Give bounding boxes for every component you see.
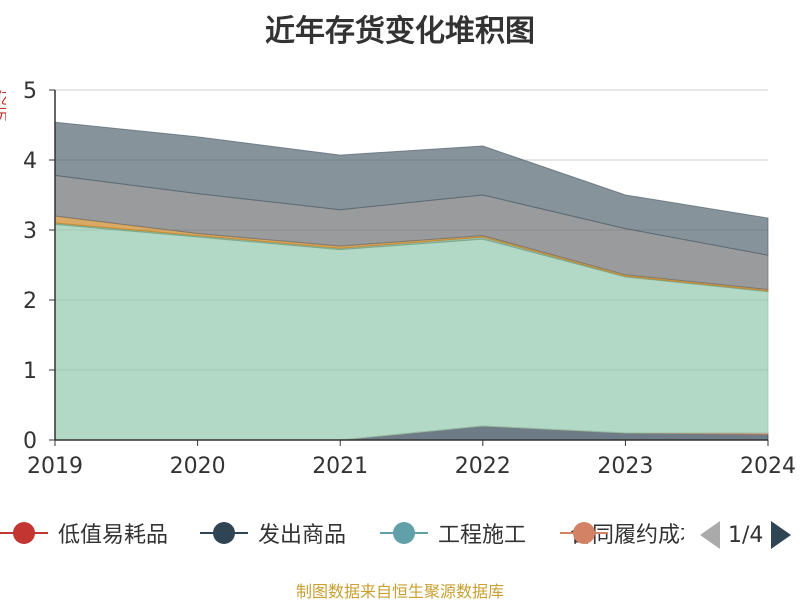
area-chart: 0 1 2 3 4 5 2019 2020 2021 2022 2023 2024	[23, 79, 796, 479]
y-tick-label: 0	[23, 429, 37, 454]
legend-item[interactable]: 低值易耗品	[0, 518, 168, 548]
y-axis-label-container: 亿元	[0, 90, 6, 140]
legend-item[interactable]: 合同履约成本	[560, 518, 684, 548]
legend-label: 发出商品	[258, 523, 347, 548]
y-tick-label: 3	[23, 219, 37, 244]
area-series-周转材料	[54, 121, 769, 256]
y-tick-label: 5	[23, 79, 37, 104]
x-tick-label: 2022	[455, 454, 511, 479]
legend: 低值易耗品 发出商品 工程施工 合同履约成本 1/4	[0, 512, 800, 556]
x-tick-label: 2019	[27, 454, 83, 479]
legend-item[interactable]: 工程施工	[380, 518, 526, 548]
legend-marker-icon	[0, 518, 48, 548]
legend-page-indicator: 1/4	[728, 522, 764, 548]
legend-item[interactable]: 发出商品	[200, 518, 346, 548]
axes: 0 1 2 3 4 5 2019 2020 2021 2022 2023 2024	[23, 79, 796, 479]
legend-marker-icon	[380, 518, 428, 548]
legend-marker-icon	[200, 518, 248, 548]
legend-pager: 1/4	[700, 520, 792, 550]
chart-title: 近年存货变化堆积图	[265, 14, 535, 49]
stacked-areas	[54, 121, 769, 441]
legend-label: 低值易耗品	[58, 523, 169, 548]
y-tick-label: 1	[23, 359, 37, 384]
y-tick-label: 2	[23, 289, 37, 314]
y-tick-label: 4	[23, 149, 37, 174]
legend-next-page-icon[interactable]	[771, 521, 792, 549]
legend-prev-page-icon[interactable]	[700, 521, 720, 549]
data-source-note: 制图数据来自恒生聚源数据库	[295, 582, 504, 601]
x-tick-label: 2020	[170, 454, 226, 479]
x-tick-label: 2023	[597, 454, 653, 479]
y-axis-label: 亿元	[0, 90, 6, 122]
x-tick-label: 2024	[740, 454, 796, 479]
legend-label: 工程施工	[438, 523, 527, 548]
x-tick-label: 2021	[312, 454, 368, 479]
